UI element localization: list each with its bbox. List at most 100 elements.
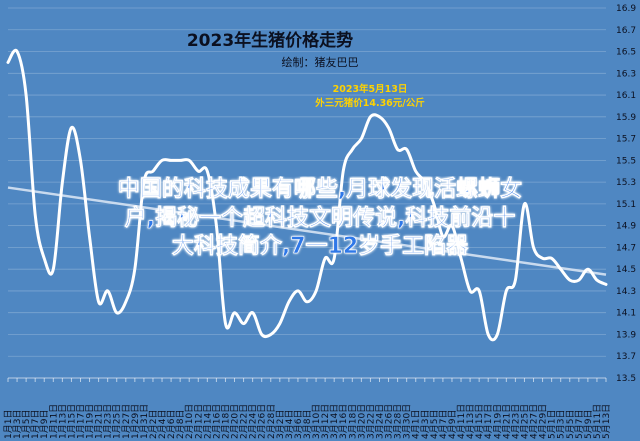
x-tick-label: 4月15日: [474, 404, 485, 439]
data-point: [7, 61, 9, 64]
data-point: [206, 170, 209, 173]
data-point: [559, 268, 562, 270]
x-tick-label: 2月14日: [202, 404, 213, 439]
data-point: [115, 311, 118, 314]
data-point: [596, 279, 598, 281]
x-tick-label: 4月19日: [492, 404, 503, 439]
y-tick-label: 13.5: [616, 374, 636, 384]
data-point: [233, 311, 236, 314]
y-tick-label: 15.5: [616, 156, 636, 166]
overlay-text-line-3: 大科技简介,7一12岁手工陷器: [171, 234, 469, 260]
y-tick-label: 14.9: [616, 222, 636, 232]
data-point: [550, 257, 553, 260]
data-point: [460, 257, 462, 260]
data-point: [433, 203, 435, 205]
y-tick-label: 13.9: [616, 330, 636, 340]
x-tick-label: 3月22日: [365, 404, 376, 439]
x-tick-label: 1月13日: [57, 404, 68, 439]
y-tick-label: 13.7: [616, 352, 636, 362]
x-tick-label: 4月29日: [538, 404, 549, 439]
x-tick-label: 5月7日: [574, 410, 585, 439]
data-point: [396, 148, 399, 151]
x-tick-label: 5月1日: [547, 410, 558, 439]
chart-title: 2023年生猪价格走势: [186, 31, 354, 51]
data-point: [251, 311, 254, 314]
x-tick-label: 1月3日: [12, 410, 23, 439]
x-tick-label: 1月27日: [121, 404, 132, 439]
price-series-line: [6, 48, 608, 342]
data-point: [279, 322, 281, 325]
x-tick-label: 1月29日: [130, 404, 141, 439]
data-point: [97, 301, 100, 303]
x-tick-label: 1月23日: [103, 404, 114, 439]
data-point: [197, 170, 200, 173]
x-tick-label: 2月2日: [148, 410, 159, 439]
x-tick-label: 2月28日: [266, 404, 277, 439]
x-tick-label: 2月4日: [157, 410, 168, 439]
x-tick-label: 5月3日: [556, 410, 567, 439]
data-point: [442, 235, 444, 238]
x-tick-label: 4月23日: [510, 404, 521, 439]
x-tick-label: 1月31日: [139, 404, 150, 439]
data-point: [161, 159, 163, 162]
data-point: [143, 181, 145, 183]
y-tick-label: 14.5: [616, 265, 636, 275]
data-point: [523, 203, 526, 205]
x-tick-label: 1月25日: [112, 404, 123, 439]
x-tick-label: 2月24日: [248, 404, 259, 439]
x-tick-label: 3月4日: [284, 410, 295, 439]
y-tick-label: 15.1: [616, 200, 636, 210]
data-point: [43, 257, 46, 260]
data-point: [70, 126, 73, 129]
overlay-text-line-2: 户,揭秘一个超科技文明传说,科技前沿十: [124, 206, 516, 232]
x-tick-label: 4月5日: [429, 410, 440, 439]
data-point: [88, 235, 91, 238]
x-tick-label: 3月18日: [347, 404, 358, 439]
x-tick-label: 1月15日: [66, 404, 77, 439]
x-tick-label: 3月26日: [384, 404, 395, 439]
x-tick-label: 1月9日: [39, 410, 50, 439]
data-point: [152, 170, 154, 173]
x-tick-label: 3月8日: [302, 410, 313, 439]
y-tick-label: 14.7: [616, 243, 636, 253]
x-tick-label: 5月9日: [583, 410, 594, 439]
data-point: [25, 94, 27, 96]
x-tick-label: 3月10日: [311, 404, 322, 439]
x-tick-label: 2月22日: [239, 404, 250, 439]
data-point: [170, 159, 172, 162]
x-tick-label: 4月11日: [456, 404, 467, 439]
annotation-date: 2023年5月13日: [332, 84, 408, 95]
data-point: [351, 148, 354, 151]
data-point: [487, 333, 490, 336]
annotation-price: 外三元猪价14.36元/公斤: [315, 98, 425, 109]
x-tick-label: 3月20日: [356, 404, 367, 439]
data-point: [106, 290, 109, 292]
data-point: [496, 333, 499, 336]
x-tick-label: 4月27日: [529, 404, 540, 439]
x-tick-label: 3月14日: [329, 404, 340, 439]
data-point: [568, 279, 571, 281]
x-tick-label: 1月7日: [30, 410, 41, 439]
x-tick-label: 2月6日: [166, 410, 177, 439]
data-point: [478, 290, 480, 292]
x-tick-label: 1月19日: [85, 404, 96, 439]
x-tick-label: 4月25日: [519, 404, 530, 439]
data-point: [423, 181, 426, 183]
data-point: [578, 279, 580, 281]
data-point: [514, 279, 517, 281]
x-tick-label: 3月12日: [320, 404, 331, 439]
data-point: [269, 333, 272, 336]
data-point: [387, 126, 390, 129]
x-tick-label: 5月13日: [601, 404, 612, 439]
y-tick-label: 16.1: [616, 91, 636, 101]
x-tick-label: 1月17日: [75, 404, 86, 439]
data-point: [333, 257, 335, 260]
x-tick-label: 4月21日: [501, 404, 512, 439]
data-point: [260, 333, 263, 336]
x-tick-label: 3月30日: [402, 404, 413, 439]
data-point: [179, 159, 181, 162]
data-point: [605, 283, 607, 286]
data-point: [414, 170, 417, 173]
data-point: [405, 148, 408, 151]
